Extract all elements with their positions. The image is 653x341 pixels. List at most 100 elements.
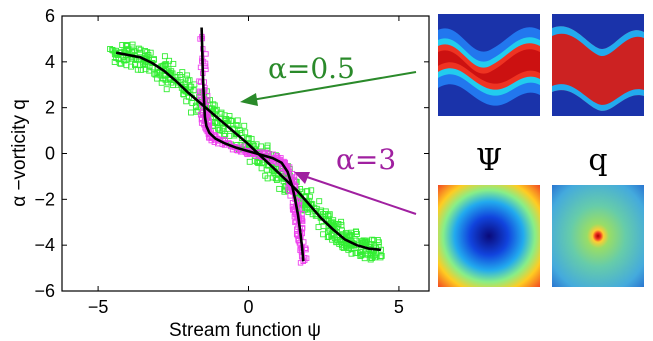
data-point bbox=[334, 237, 341, 243]
data-point bbox=[370, 237, 377, 244]
panel-bottom-left bbox=[438, 185, 540, 287]
data-point bbox=[346, 233, 353, 239]
data-point bbox=[340, 245, 347, 251]
arrow-alpha-3-head bbox=[294, 172, 310, 184]
data-point bbox=[170, 60, 177, 67]
data-point bbox=[188, 109, 194, 116]
x-tick-label: 0 bbox=[244, 297, 254, 317]
data-point bbox=[111, 51, 118, 58]
data-point bbox=[269, 164, 276, 171]
data-point bbox=[242, 129, 249, 136]
data-point bbox=[191, 81, 198, 88]
data-point bbox=[362, 239, 369, 245]
data-point bbox=[305, 200, 312, 207]
data-point bbox=[161, 53, 168, 60]
series-fit-line bbox=[115, 27, 382, 262]
data-point bbox=[347, 233, 354, 240]
data-point bbox=[303, 188, 310, 195]
panel-label-q: q bbox=[588, 143, 607, 178]
data-point bbox=[315, 224, 322, 231]
data-point bbox=[278, 166, 285, 172]
data-point bbox=[166, 57, 173, 64]
data-point bbox=[370, 253, 377, 260]
data-point bbox=[326, 233, 332, 240]
data-point bbox=[293, 231, 300, 238]
data-point bbox=[142, 66, 149, 73]
data-point bbox=[326, 211, 333, 218]
data-point bbox=[136, 62, 143, 69]
data-point bbox=[233, 131, 240, 137]
data-point bbox=[272, 175, 279, 182]
data-point bbox=[163, 86, 170, 93]
panel-label-psi: Ψ bbox=[476, 143, 502, 178]
data-point bbox=[273, 177, 280, 183]
data-point bbox=[330, 217, 337, 224]
data-point bbox=[333, 238, 340, 245]
data-point bbox=[185, 89, 192, 96]
arrow-alpha-0.5-shaft bbox=[251, 71, 417, 101]
data-point bbox=[166, 76, 173, 83]
panel-top-right bbox=[552, 14, 644, 116]
data-point bbox=[158, 79, 165, 86]
data-point bbox=[248, 135, 255, 142]
data-point bbox=[287, 193, 293, 199]
data-point bbox=[204, 92, 211, 99]
panel-top-left bbox=[438, 14, 540, 116]
data-point bbox=[309, 211, 316, 218]
data-point bbox=[137, 46, 144, 53]
x-tick-labels: −5 0 5 bbox=[88, 297, 404, 317]
axis-ticks bbox=[62, 15, 429, 292]
data-point bbox=[317, 214, 324, 221]
data-point bbox=[289, 203, 296, 210]
data-point bbox=[196, 88, 203, 94]
y-tick-label: 4 bbox=[45, 52, 55, 72]
arrow-alpha-0.5-head bbox=[240, 93, 258, 106]
data-point bbox=[299, 210, 305, 217]
data-point bbox=[184, 72, 191, 79]
data-point bbox=[361, 239, 368, 246]
data-point bbox=[290, 207, 296, 213]
data-point bbox=[218, 110, 225, 117]
x-tick-label: 5 bbox=[394, 297, 404, 317]
data-point bbox=[211, 102, 218, 109]
panel-bottom-right bbox=[552, 185, 644, 287]
data-point bbox=[264, 142, 271, 149]
data-point bbox=[299, 207, 306, 214]
y-tick-label: 0 bbox=[45, 144, 55, 164]
fit-line-alpha-3 bbox=[200, 27, 305, 262]
data-point bbox=[183, 98, 190, 105]
data-point bbox=[335, 221, 342, 228]
data-point bbox=[377, 253, 384, 259]
y-tick-label: −6 bbox=[34, 281, 55, 301]
data-point bbox=[222, 131, 229, 138]
annotation-alpha-0.5: α=0.5 bbox=[268, 52, 355, 85]
data-point bbox=[174, 74, 181, 81]
data-point bbox=[160, 75, 167, 82]
y-tick-label: 2 bbox=[45, 98, 55, 118]
data-point bbox=[245, 141, 252, 148]
data-point bbox=[179, 69, 186, 76]
data-point bbox=[329, 226, 336, 233]
data-point bbox=[173, 78, 180, 85]
fit-line-alpha-0.5 bbox=[115, 51, 382, 252]
data-point bbox=[154, 75, 161, 82]
data-point bbox=[356, 249, 363, 256]
data-point bbox=[263, 166, 270, 173]
data-point bbox=[352, 250, 359, 257]
data-point bbox=[353, 228, 359, 235]
data-point bbox=[152, 71, 159, 78]
data-point bbox=[169, 70, 176, 77]
data-point bbox=[196, 78, 202, 84]
data-point bbox=[212, 120, 219, 126]
y-tick-label: 6 bbox=[45, 6, 55, 26]
data-point bbox=[123, 43, 130, 49]
y-tick-label: −2 bbox=[34, 189, 55, 209]
data-point bbox=[221, 132, 228, 139]
data-point bbox=[203, 51, 209, 57]
arrow-alpha-3-shaft bbox=[303, 175, 417, 215]
data-point bbox=[146, 67, 153, 74]
data-point bbox=[144, 49, 151, 56]
data-point bbox=[122, 42, 129, 49]
data-point bbox=[135, 45, 142, 52]
data-point bbox=[291, 176, 297, 183]
